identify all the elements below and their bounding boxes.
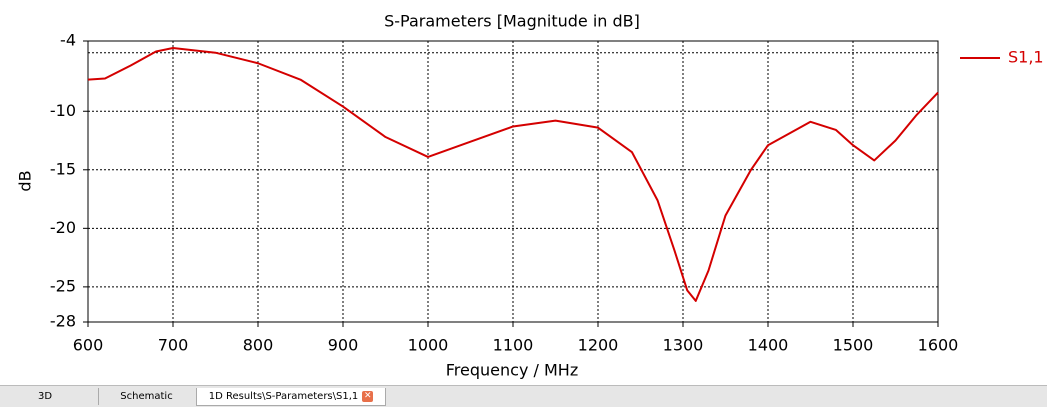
x-tick-label: 900 xyxy=(328,336,359,355)
chart: S-Parameters [Magnitude in dB] Frequency… xyxy=(16,12,1044,380)
x-tick-label: 800 xyxy=(243,336,274,355)
y-tick-label: -28 xyxy=(50,312,76,331)
plot-frame xyxy=(87,40,939,323)
x-tick-label: 1300 xyxy=(663,336,704,355)
tab[interactable]: 3D xyxy=(37,391,53,402)
tab[interactable]: Schematic xyxy=(98,388,194,405)
x-tick-label: 700 xyxy=(158,336,189,355)
y-tick-label: -10 xyxy=(50,101,76,120)
x-tick-label: 1400 xyxy=(748,336,789,355)
y-tick-label: -20 xyxy=(50,218,76,237)
tab-active[interactable]: 1D Results\S-Parameters\S1,1 ✕ xyxy=(196,388,386,406)
y-tick-label: -25 xyxy=(50,276,76,295)
y-axis-label: dB xyxy=(16,170,35,191)
x-axis-label: Frequency / MHz xyxy=(446,361,578,380)
tab-bar: 3D Schematic 1D Results\S-Parameters\S1,… xyxy=(0,385,1047,407)
close-button[interactable]: ✕ xyxy=(362,390,374,402)
x-tick-label: 600 xyxy=(73,336,104,355)
x-tick-label: 1200 xyxy=(578,336,619,355)
legend-label: S1,1 xyxy=(1008,48,1044,67)
x-tick-label: 1100 xyxy=(493,336,534,355)
y-tick-label: -15 xyxy=(50,159,76,178)
x-tick-label: 1000 xyxy=(408,336,449,355)
chart-title: S-Parameters [Magnitude in dB] xyxy=(384,12,640,31)
series-line xyxy=(87,47,939,302)
y-tick-label: -4 xyxy=(60,31,76,50)
x-tick-label: 1500 xyxy=(833,336,874,355)
tab-label: 1D Results\S-Parameters\S1,1 xyxy=(208,391,359,402)
x-tick-label: 1600 xyxy=(918,336,959,355)
